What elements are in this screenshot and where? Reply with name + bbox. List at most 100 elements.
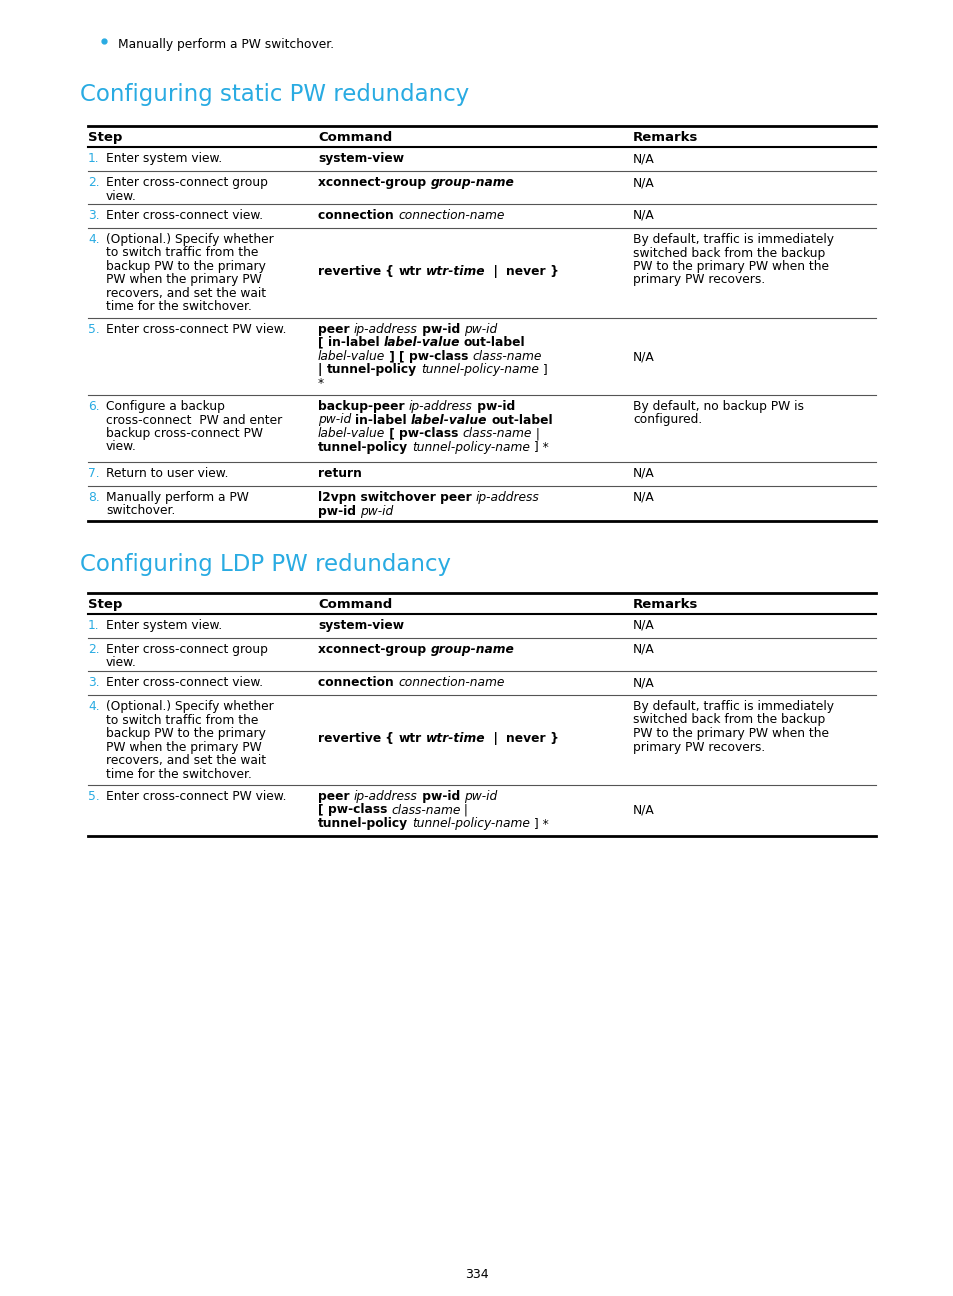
Text: tunnel-policy: tunnel-policy [317, 816, 408, 829]
Text: Enter cross-connect PW view.: Enter cross-connect PW view. [106, 791, 286, 804]
Text: tunnel-policy: tunnel-policy [317, 441, 408, 454]
Text: Configuring static PW redundancy: Configuring static PW redundancy [80, 83, 469, 106]
Text: class-name: class-name [462, 426, 532, 441]
Text: |: | [460, 804, 468, 816]
Text: pw-id: pw-id [317, 413, 351, 426]
Text: connection-name: connection-name [397, 677, 504, 689]
Text: backup PW to the primary: backup PW to the primary [106, 727, 266, 740]
Text: time for the switchover.: time for the switchover. [106, 767, 252, 780]
Text: N/A: N/A [633, 152, 654, 165]
Text: Enter cross-connect group: Enter cross-connect group [106, 176, 268, 189]
Text: 1.: 1. [88, 619, 99, 632]
Text: configured.: configured. [633, 413, 701, 426]
Text: Step: Step [88, 131, 122, 144]
Text: out-label: out-label [491, 413, 553, 426]
Text: 4.: 4. [88, 700, 99, 713]
Text: 3.: 3. [88, 677, 99, 689]
Text: view.: view. [106, 657, 136, 670]
Text: pw-id: pw-id [417, 791, 464, 804]
Text: label-value: label-value [317, 350, 385, 363]
Text: system-view: system-view [317, 619, 404, 632]
Text: primary PW recovers.: primary PW recovers. [633, 740, 764, 753]
Text: Enter cross-connect view.: Enter cross-connect view. [106, 677, 263, 689]
Text: 8.: 8. [88, 491, 100, 504]
Text: ip-address: ip-address [354, 323, 417, 336]
Text: backup PW to the primary: backup PW to the primary [106, 260, 266, 273]
Text: out-label: out-label [463, 337, 525, 350]
Text: pw-class: pw-class [409, 350, 468, 363]
Text: Enter cross-connect group: Enter cross-connect group [106, 643, 268, 656]
Text: N/A: N/A [633, 491, 654, 504]
Text: peer: peer [317, 323, 354, 336]
Text: tunnel-policy-name: tunnel-policy-name [420, 363, 538, 377]
Text: never: never [506, 732, 545, 745]
Text: l2vpn switchover peer: l2vpn switchover peer [317, 491, 476, 504]
Text: [: [ [385, 426, 399, 441]
Text: |: | [484, 732, 506, 745]
Text: ip-address: ip-address [409, 400, 472, 413]
Text: {: { [381, 264, 398, 279]
Text: xconnect-group: xconnect-group [317, 176, 430, 189]
Text: PW when the primary PW: PW when the primary PW [106, 273, 261, 286]
Text: Return to user view.: Return to user view. [106, 467, 229, 480]
Text: in-label: in-label [355, 413, 407, 426]
Text: pw-id: pw-id [464, 791, 497, 804]
Text: time for the switchover.: time for the switchover. [106, 301, 252, 314]
Text: ] *: ] * [529, 816, 548, 829]
Text: xconnect-group: xconnect-group [317, 643, 430, 656]
Text: Step: Step [88, 597, 122, 610]
Text: Enter system view.: Enter system view. [106, 152, 222, 165]
Text: wtr-time: wtr-time [425, 732, 484, 745]
Text: pw-class: pw-class [328, 804, 387, 816]
Text: switched back from the backup: switched back from the backup [633, 246, 824, 259]
Text: tunnel-policy-name: tunnel-policy-name [412, 441, 529, 454]
Text: pw-id: pw-id [360, 504, 393, 517]
Text: return: return [317, 467, 361, 480]
Text: view.: view. [106, 189, 136, 202]
Text: ] [: ] [ [385, 350, 409, 363]
Text: wtr: wtr [398, 264, 421, 279]
Text: revertive: revertive [317, 264, 381, 279]
Text: primary PW recovers.: primary PW recovers. [633, 273, 764, 286]
Text: Enter cross-connect view.: Enter cross-connect view. [106, 209, 263, 222]
Text: group-name: group-name [430, 643, 514, 656]
Text: 5.: 5. [88, 323, 100, 336]
Text: in-label: in-label [328, 337, 379, 350]
Text: Command: Command [317, 597, 392, 610]
Text: label-value: label-value [317, 426, 385, 441]
Text: }: } [545, 264, 558, 279]
Text: pw-id: pw-id [417, 323, 464, 336]
Text: *: * [317, 377, 324, 390]
Text: connection: connection [317, 209, 397, 222]
Text: Command: Command [317, 131, 392, 144]
Text: to switch traffic from the: to switch traffic from the [106, 714, 258, 727]
Text: pw-id: pw-id [317, 504, 360, 517]
Text: revertive: revertive [317, 732, 381, 745]
Text: switched back from the backup: switched back from the backup [633, 714, 824, 727]
Text: system-view: system-view [317, 152, 404, 165]
Text: backup-peer: backup-peer [317, 400, 409, 413]
Text: 6.: 6. [88, 400, 99, 413]
Text: ]: ] [538, 363, 547, 377]
Text: |: | [484, 264, 506, 279]
Text: Enter cross-connect PW view.: Enter cross-connect PW view. [106, 323, 286, 336]
Text: }: } [545, 732, 558, 745]
Text: Remarks: Remarks [633, 131, 698, 144]
Text: view.: view. [106, 441, 136, 454]
Text: N/A: N/A [633, 350, 654, 363]
Text: N/A: N/A [633, 209, 654, 222]
Text: ip-address: ip-address [354, 791, 417, 804]
Text: connection: connection [317, 677, 397, 689]
Text: 3.: 3. [88, 209, 99, 222]
Text: pw-id: pw-id [472, 400, 515, 413]
Text: connection-name: connection-name [397, 209, 504, 222]
Text: N/A: N/A [633, 467, 654, 480]
Text: backup cross-connect PW: backup cross-connect PW [106, 426, 263, 441]
Text: N/A: N/A [633, 804, 654, 816]
Text: Remarks: Remarks [633, 597, 698, 610]
Text: switchover.: switchover. [106, 504, 175, 517]
Text: ] *: ] * [529, 441, 548, 454]
Text: Enter system view.: Enter system view. [106, 619, 222, 632]
Text: ip-address: ip-address [476, 491, 539, 504]
Text: wtr: wtr [398, 732, 421, 745]
